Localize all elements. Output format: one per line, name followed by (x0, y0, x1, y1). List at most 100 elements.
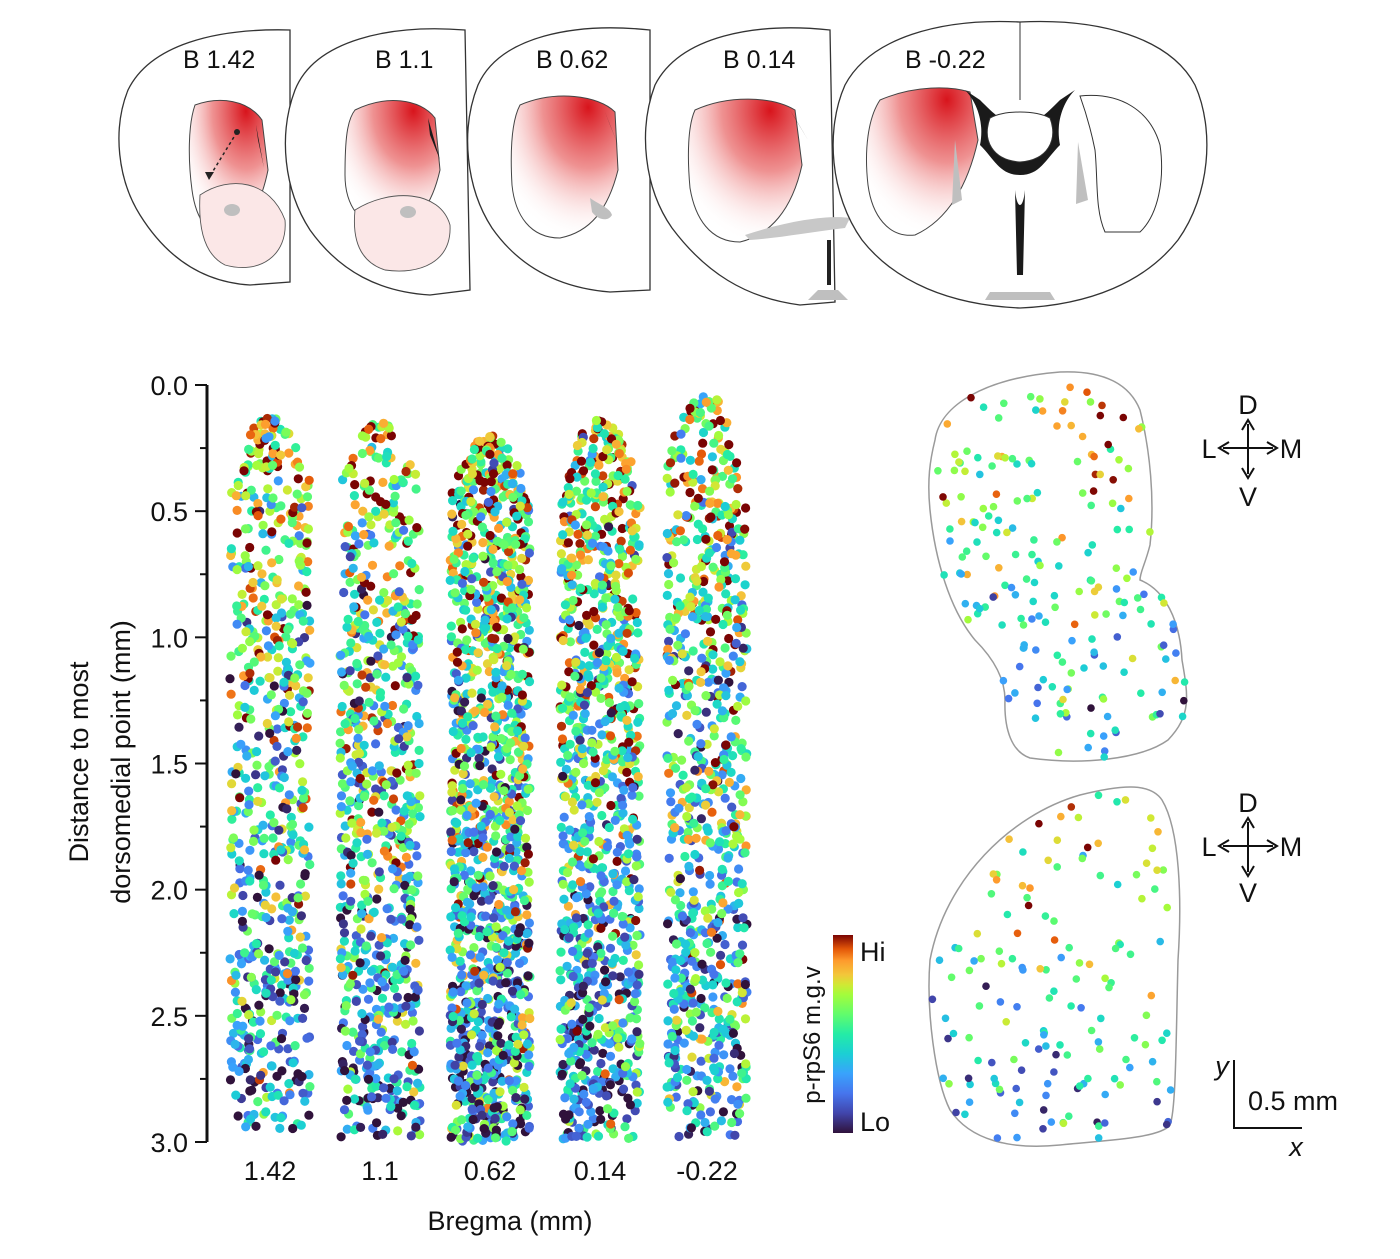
scatter-point (701, 707, 711, 717)
scatter-point (382, 718, 393, 729)
scatter-points (225, 392, 752, 1146)
scatter-point (462, 998, 472, 1008)
scatter-point (497, 1076, 507, 1086)
scatter-point (402, 791, 412, 801)
scatter-point (690, 501, 700, 511)
scatter-point (475, 761, 485, 771)
scatter-point (365, 1047, 375, 1057)
scatter-point (225, 1075, 236, 1085)
scatter-point (459, 870, 469, 881)
scatter-point (563, 538, 574, 548)
section-map-point (1065, 1112, 1073, 1120)
section-map-point (1159, 866, 1168, 874)
section-b0-62-ventricle (605, 112, 620, 150)
scatter-point (414, 718, 424, 729)
scatter-point (271, 855, 281, 865)
scatter-point (484, 1041, 495, 1051)
scatter-point (286, 812, 296, 822)
scatter-point (392, 1016, 402, 1026)
scatter-point (596, 871, 606, 881)
scatter-point (563, 901, 574, 911)
scatter-point (246, 714, 256, 724)
scatter-point (558, 497, 568, 507)
scatter-point (704, 421, 714, 431)
section-map-point (1148, 844, 1157, 853)
scatter-point (268, 493, 278, 503)
scatter-point (588, 747, 598, 757)
scatter-point (366, 966, 377, 976)
scatter-point (367, 766, 377, 776)
scatter-point (599, 902, 609, 912)
scatter-point (520, 833, 531, 843)
section-map-point (1121, 796, 1130, 804)
section-map-point (946, 537, 954, 545)
scatter-point (736, 605, 746, 615)
scatter-point (469, 444, 479, 455)
scatter-point (458, 769, 468, 779)
scatter-point (571, 767, 581, 777)
scatter-point (295, 660, 305, 670)
scatter-point (619, 785, 629, 795)
section-map-point (961, 599, 970, 608)
section-map-point (1123, 574, 1131, 583)
scatter-point (571, 893, 582, 903)
scatter-point (231, 970, 241, 980)
scatter-point (515, 1105, 525, 1115)
scatter-point (575, 1058, 586, 1068)
scatter-point (408, 1016, 418, 1026)
scatter-point (633, 500, 643, 511)
scatter-point (496, 437, 506, 447)
scatter-point (594, 836, 604, 847)
scatter-point (593, 1029, 603, 1039)
scatter-point (363, 994, 374, 1004)
scatter-point (605, 731, 616, 741)
section-map-point (967, 393, 975, 402)
scatter-point (524, 625, 534, 635)
scatter-point (358, 984, 368, 994)
scatter-point (708, 664, 718, 674)
scatter-point (701, 784, 711, 794)
section-map-point (1032, 406, 1040, 414)
scatter-point (447, 787, 457, 797)
section-map-point (994, 516, 1003, 525)
section-map-point (1083, 843, 1092, 852)
scatter-point (252, 892, 262, 903)
scatter-point (568, 857, 578, 867)
scatter-point (672, 537, 682, 547)
scatter-point (515, 501, 525, 511)
scatter-point (404, 859, 414, 869)
scatter-point (620, 1062, 631, 1072)
scatter-point (600, 965, 610, 975)
scatter-point (594, 648, 605, 658)
scatter-point (568, 880, 578, 890)
scatter-point (682, 710, 692, 721)
scatter-point (471, 628, 481, 638)
scatter-point (240, 948, 250, 958)
scatter-point (602, 445, 612, 455)
scatter-point (374, 453, 384, 463)
scatter-point (567, 553, 577, 563)
scatter-point (591, 415, 602, 426)
scatter-point (622, 877, 632, 887)
section-map-point (1142, 859, 1151, 867)
scatter-point (698, 438, 708, 448)
scatter-point (496, 734, 506, 744)
scatter-point (398, 477, 408, 487)
section-map-point (995, 947, 1004, 955)
scatter-point (338, 891, 348, 901)
scatter-point (623, 849, 634, 859)
scatter-point (665, 788, 676, 798)
scatter-point (282, 485, 292, 495)
section-map-point (1085, 960, 1094, 969)
scatter-point (699, 576, 709, 587)
scatter-point (474, 931, 484, 942)
section-map-point (1028, 550, 1036, 559)
scatter-point (287, 518, 297, 528)
scatter-point (632, 617, 642, 628)
section-map-point (1125, 525, 1133, 534)
section-map-point (1084, 743, 1092, 752)
scatter-point (347, 818, 357, 828)
scatter-point (367, 560, 378, 570)
scatter-point (491, 711, 501, 721)
section-map-point (1136, 605, 1145, 614)
